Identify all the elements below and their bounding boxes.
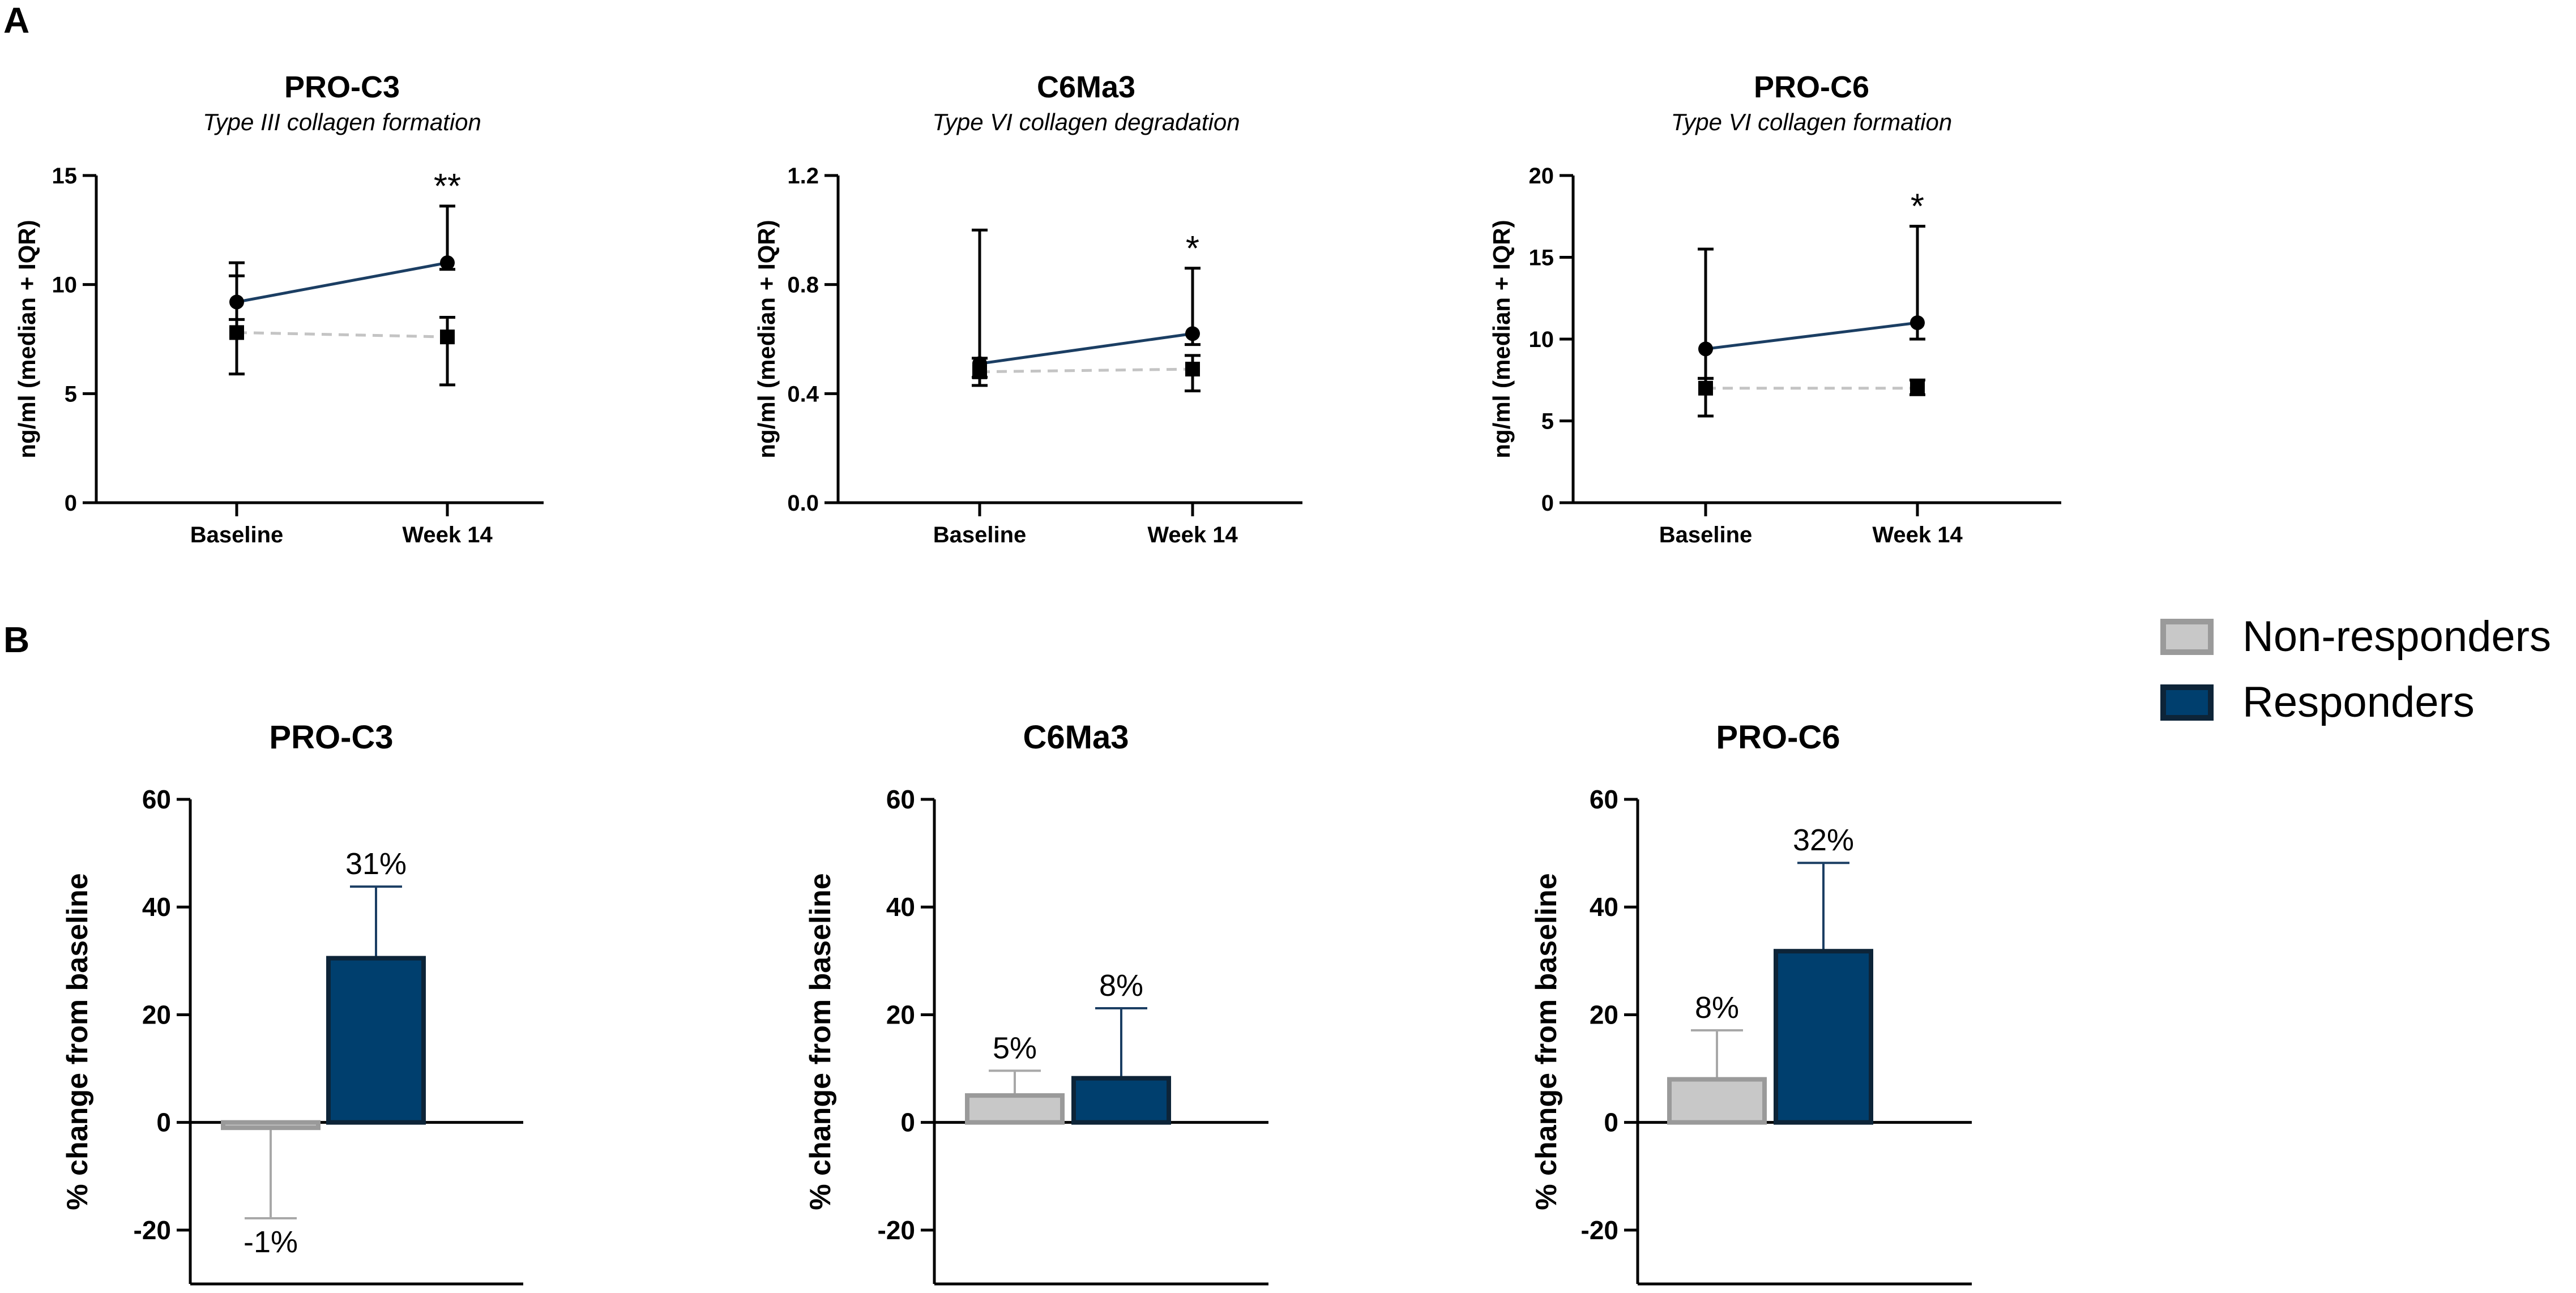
data-point-responders: [1185, 326, 1200, 341]
x-tick-label: Baseline: [1659, 523, 1753, 547]
y-tick-label: 5: [65, 382, 77, 406]
legend-swatch-non-responders: [2160, 619, 2214, 655]
data-label: 8%: [1099, 969, 1143, 1003]
series-line-responders: [236, 261, 448, 303]
y-tick-label: 0: [156, 1108, 171, 1137]
significance-marker: *: [1911, 187, 1924, 226]
chart-title: PRO-C3: [269, 719, 393, 756]
y-tick-label: 15: [1529, 246, 1554, 271]
data-label: 31%: [345, 847, 407, 881]
data-point-non-responders: [1185, 361, 1200, 376]
y-tick-label: 0.0: [787, 491, 819, 516]
series-line-responders: [1705, 321, 1918, 350]
bar-non-responders: [965, 1093, 1065, 1125]
bar-non-responders: [1667, 1077, 1767, 1125]
y-tick-label: 0: [900, 1108, 915, 1137]
x-tick-label: Week 14: [1872, 523, 1963, 547]
y-tick-label: 1.2: [787, 164, 819, 189]
y-tick-label: 60: [1590, 785, 1618, 814]
y-tick-label: 40: [1590, 892, 1618, 922]
y-tick-label: 20: [142, 1000, 171, 1029]
legend-label-responders: Responders: [2242, 678, 2475, 726]
chart-b1: PRO-C3 -20 0 20 40 60 % change from baseline -1…: [61, 719, 523, 1286]
data-point-responders: [1698, 341, 1713, 357]
data-label: 8%: [1695, 991, 1739, 1025]
chart-title: PRO-C6: [1754, 70, 1869, 104]
y-tick-label: 40: [142, 892, 171, 922]
chart-title: PRO-C3: [284, 70, 400, 104]
bar-responders: [1774, 949, 1873, 1125]
chart-subtitle: Type III collagen formation: [203, 109, 481, 135]
x-tick-label: Week 14: [1147, 523, 1238, 547]
y-axis-label: ng/ml (median + IQR): [14, 220, 40, 458]
chart-b2: C6Ma3 -20 0 20 40 60 % change from baseline 5% 8…: [804, 719, 1268, 1286]
significance-marker: *: [1186, 229, 1199, 268]
chart-b3: PRO-C6 -20 0 20 40 60 % change from baseline 8%…: [1530, 719, 1972, 1286]
y-axis-label: % change from baseline: [804, 873, 837, 1210]
data-point-non-responders: [1698, 380, 1713, 396]
x-tick-label: Week 14: [402, 523, 493, 547]
bar-responders: [1071, 1076, 1171, 1125]
y-tick-label: -20: [878, 1215, 915, 1245]
y-tick-label: 0.4: [787, 382, 819, 406]
y-tick-label: 10: [1529, 327, 1554, 352]
y-tick-label: 60: [142, 785, 171, 814]
y-tick-label: 0: [1541, 491, 1554, 516]
x-tick-label: Baseline: [933, 523, 1027, 547]
data-point-non-responders: [440, 329, 455, 345]
series-line-responders: [979, 332, 1193, 365]
series-line-non-responders: [979, 367, 1193, 374]
y-tick-label: 20: [1590, 1000, 1618, 1029]
y-tick-label: 0: [65, 491, 77, 516]
significance-marker: **: [434, 167, 461, 206]
legend-label-non-responders: Non-responders: [2242, 613, 2551, 661]
chart-title: C6Ma3: [1037, 70, 1135, 104]
chart-a3: PRO-C6 Type VI collagen formation 0 5 10 15 20…: [1488, 70, 2061, 547]
data-point-responders: [229, 294, 244, 310]
data-point-responders: [1910, 315, 1925, 331]
y-tick-label: 0.8: [787, 273, 819, 298]
x-tick-label: Baseline: [190, 523, 284, 547]
data-label: -1%: [243, 1225, 298, 1259]
data-label: 5%: [993, 1031, 1037, 1065]
y-axis-label: ng/ml (median + IQR): [1488, 220, 1515, 458]
panel-label-a: A: [3, 0, 29, 41]
data-label: 32%: [1793, 823, 1854, 857]
panel-label-b: B: [3, 619, 29, 660]
chart-a1: PRO-C3 Type III collagen formation 0 5 10 15 B…: [14, 70, 544, 547]
data-point-responders: [972, 356, 987, 371]
legend-swatch-responders: [2160, 684, 2214, 721]
y-axis-label: % change from baseline: [1530, 873, 1563, 1210]
data-point-responders: [440, 255, 455, 271]
chart-subtitle: Type VI collagen degradation: [932, 109, 1240, 135]
y-tick-label: 60: [886, 785, 915, 814]
y-axis-label: % change from baseline: [61, 873, 94, 1210]
y-axis-label: ng/ml (median + IQR): [753, 220, 780, 458]
y-tick-label: 15: [52, 164, 78, 189]
y-tick-label: -20: [134, 1215, 171, 1245]
series-line-non-responders: [236, 331, 448, 339]
data-point-non-responders: [229, 325, 244, 340]
y-tick-label: 40: [886, 892, 915, 922]
y-tick-label: -20: [1581, 1215, 1618, 1245]
y-tick-label: 20: [886, 1000, 915, 1029]
data-point-non-responders: [1910, 380, 1925, 396]
y-tick-label: 10: [52, 273, 78, 298]
chart-title: C6Ma3: [1023, 719, 1129, 756]
legend: Non-responders Responders: [2160, 613, 2551, 726]
bar-non-responders: [221, 1120, 321, 1131]
bar-responders: [326, 956, 426, 1125]
chart-title: PRO-C6: [1716, 719, 1840, 756]
y-tick-label: 20: [1529, 164, 1554, 189]
chart-subtitle: Type VI collagen formation: [1671, 109, 1952, 135]
y-tick-label: 0: [1604, 1108, 1618, 1137]
y-tick-label: 5: [1541, 409, 1554, 434]
chart-a2: C6Ma3 Type VI collagen degradation 0.0 0.4 0…: [753, 70, 1302, 547]
